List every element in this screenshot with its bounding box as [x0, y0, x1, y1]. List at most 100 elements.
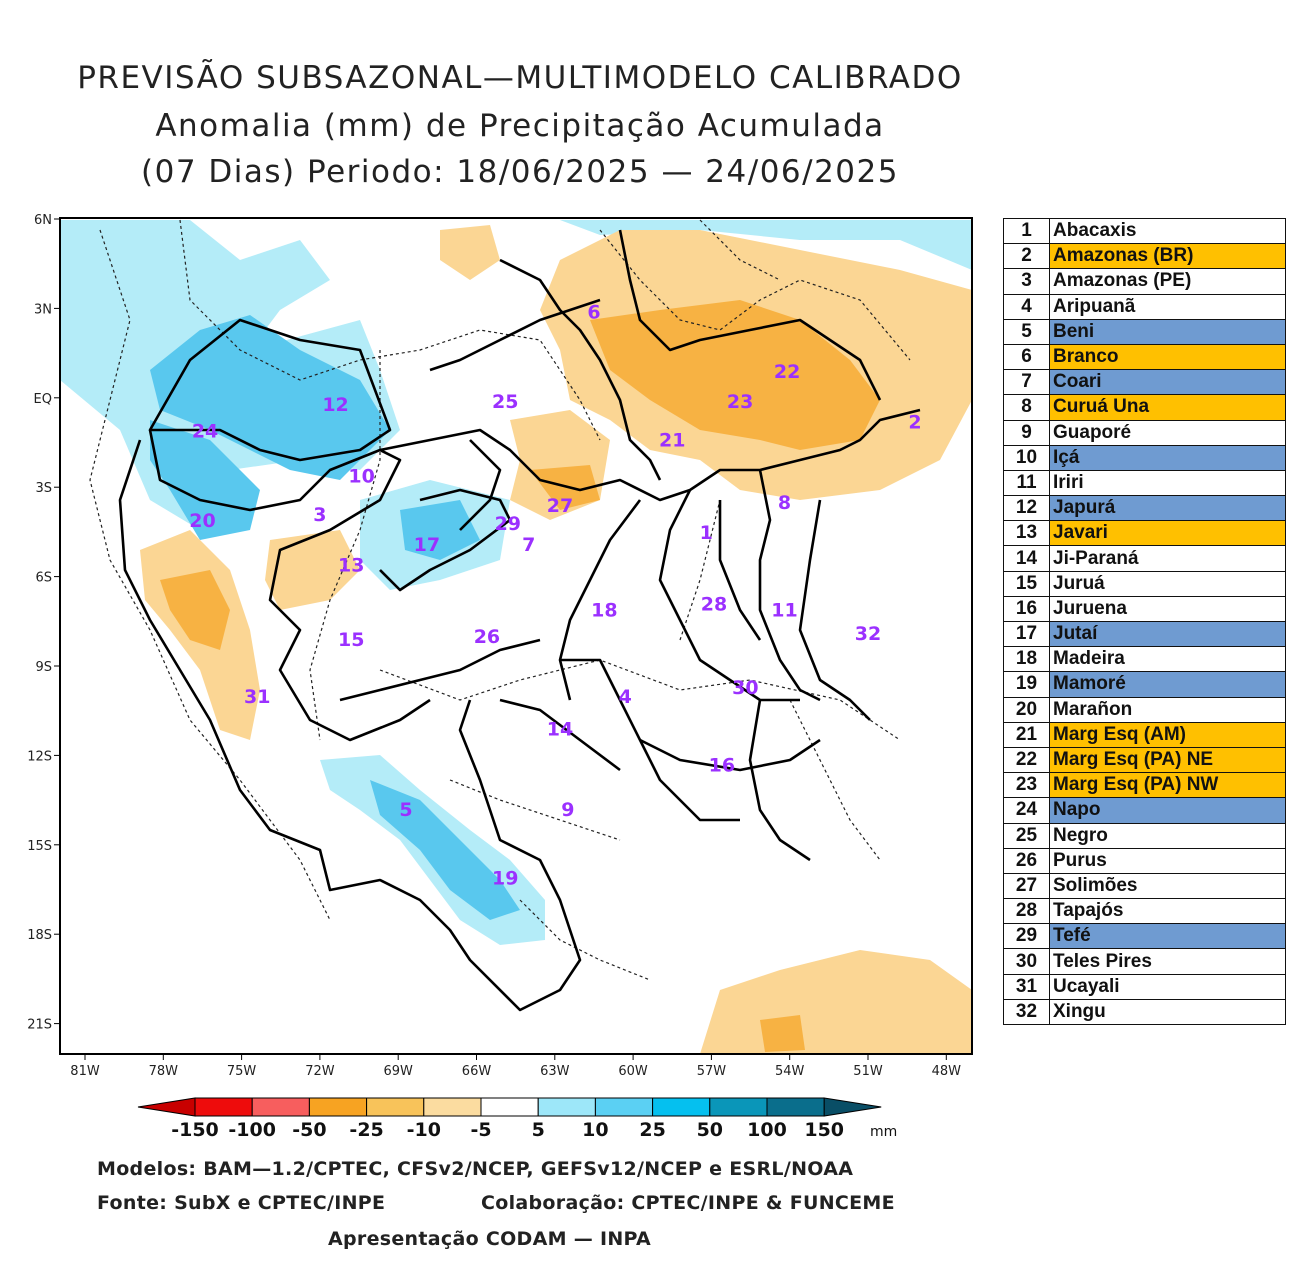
colorbar-box — [194, 1097, 253, 1117]
basin-row: 1 Abacaxis — [1003, 217, 1286, 245]
basin-number: 31 — [1003, 973, 1050, 1000]
colorbar-label: -25 — [349, 1119, 384, 1141]
basin-number-20: 20 — [189, 510, 215, 532]
basin-row: 28 Tapajós — [1003, 898, 1286, 925]
colorbar-box — [251, 1097, 310, 1117]
basin-name: Xingu — [1049, 998, 1286, 1026]
basin-name: Ucayali — [1049, 973, 1286, 1000]
basin-name: Napo — [1049, 797, 1286, 824]
map-title: PREVISÃO SUBSAZONAL—MULTIMODELO CALIBRAD… — [77, 60, 963, 96]
basin-number-31: 31 — [244, 686, 270, 708]
basin-row: 5 Beni — [1003, 318, 1286, 345]
basin-row: 29 Tefé — [1003, 923, 1286, 950]
basin-row: 8 Curuá Una — [1003, 394, 1286, 421]
basin-name: Purus — [1049, 847, 1286, 874]
basin-row: 12 Japurá — [1003, 495, 1286, 522]
basin-number: 30 — [1003, 948, 1050, 975]
lon-tick-label: 54W — [775, 1064, 805, 1079]
lon-tick-label: 66W — [462, 1064, 492, 1079]
basin-number-21: 21 — [659, 430, 685, 452]
lon-tick-label: 81W — [70, 1064, 100, 1079]
basin-row: 22 Marg Esq (PA) NE — [1003, 746, 1286, 774]
colorbar — [137, 1097, 882, 1117]
basin-row: 14 Ji-Paraná — [1003, 545, 1286, 572]
basin-number: 27 — [1003, 872, 1050, 900]
basin-name: Branco — [1049, 343, 1286, 371]
colorbar-label: -100 — [228, 1119, 276, 1141]
basin-number: 21 — [1003, 721, 1050, 748]
colorbar-label: 5 — [531, 1119, 545, 1141]
lon-tick-label: 51W — [853, 1064, 883, 1079]
basin-number: 18 — [1003, 646, 1050, 673]
dry-anomaly-negro — [440, 225, 500, 280]
basin-row: 9 Guaporé — [1003, 419, 1286, 446]
basin-number-12: 12 — [322, 394, 348, 416]
basin-name: Juruena — [1049, 595, 1286, 623]
anomaly-shading — [60, 220, 972, 1054]
colorbar-unit: mm — [870, 1124, 898, 1140]
lat-tick-label: 21S — [27, 1018, 52, 1033]
basin-number: 8 — [1003, 394, 1050, 421]
basin-number-3: 3 — [313, 504, 326, 526]
lon-tick-label: 63W — [540, 1064, 570, 1079]
map-frame — [59, 217, 973, 1055]
colorbar-label: -150 — [171, 1119, 219, 1141]
basin-row: 25 Negro — [1003, 822, 1286, 849]
basin-row: 16 Juruena — [1003, 595, 1286, 623]
basin-number: 15 — [1003, 570, 1050, 597]
colorbar-label: 25 — [639, 1119, 666, 1141]
basin-number-25: 25 — [492, 391, 518, 413]
footer-collaboration: Colaboração: CPTEC/INPE & FUNCEME — [481, 1192, 895, 1214]
lat-tick-label: 6N — [34, 213, 52, 228]
basin-number-18: 18 — [591, 599, 617, 621]
footer-source: Fonte: SubX e CPTEC/INPE — [97, 1192, 386, 1214]
basin-number-13: 13 — [338, 555, 364, 577]
basin-number-30: 30 — [732, 677, 758, 699]
basin-legend-table: 1 Abacaxis 2 Amazonas (BR) 3 Amazonas (PE) 4 Ar… — [1003, 217, 1286, 1026]
basin-number: 13 — [1003, 520, 1050, 547]
basin-name: Jutaí — [1049, 620, 1286, 648]
basin-number: 16 — [1003, 595, 1050, 623]
basin-number-7: 7 — [522, 534, 535, 556]
basin-row: 32 Xingu — [1003, 998, 1286, 1026]
basin-number-16: 16 — [709, 754, 735, 776]
basin-row: 27 Solimões — [1003, 872, 1286, 900]
lon-tick-label: 57W — [697, 1064, 727, 1079]
footer-presentation: Apresentação CODAM — INPA — [328, 1228, 652, 1250]
basin-name: Marg Esq (PA) NW — [1049, 772, 1286, 799]
basin-number-4: 4 — [619, 686, 632, 708]
basin-number-29: 29 — [495, 513, 521, 535]
colorbar-box — [537, 1097, 596, 1117]
basin-number: 5 — [1003, 318, 1050, 345]
basin-number-11: 11 — [771, 599, 797, 621]
country-borders — [89, 219, 911, 981]
dry-anomaly-northeast-core — [590, 300, 880, 450]
basin-number-22: 22 — [774, 361, 800, 383]
basin-number-28: 28 — [701, 593, 727, 615]
colorbar-label: 50 — [696, 1119, 724, 1141]
basin-row: 18 Madeira — [1003, 646, 1286, 673]
basin-number-1: 1 — [700, 522, 713, 544]
colorbar-label: 150 — [804, 1119, 845, 1141]
colorbar-box — [766, 1097, 825, 1117]
lat-tick-label: 3S — [35, 481, 52, 496]
basin-name: Guaporé — [1049, 419, 1286, 446]
lat-tick-label: 18S — [27, 928, 52, 943]
basin-number: 26 — [1003, 847, 1050, 874]
wet-anomaly-japura — [150, 315, 390, 480]
colorbar-label: -5 — [470, 1119, 492, 1141]
lon-tick-label: 60W — [618, 1064, 648, 1079]
basin-name: Negro — [1049, 822, 1286, 849]
dry-anomaly-southeast-core — [760, 1015, 805, 1052]
basin-number-23: 23 — [727, 391, 753, 413]
basin-row: 20 Marañon — [1003, 696, 1286, 723]
basin-number-labels: 1234567891011121314151617181920212223242… — [189, 301, 921, 889]
basin-number: 6 — [1003, 343, 1050, 371]
basin-row: 10 Içá — [1003, 444, 1286, 471]
basin-number: 20 — [1003, 696, 1050, 723]
colorbar-box — [594, 1097, 654, 1117]
basin-number: 32 — [1003, 998, 1050, 1026]
lat-tick-label: 15S — [27, 839, 52, 854]
basin-name: Javari — [1049, 520, 1286, 547]
basin-number-24: 24 — [192, 421, 218, 443]
